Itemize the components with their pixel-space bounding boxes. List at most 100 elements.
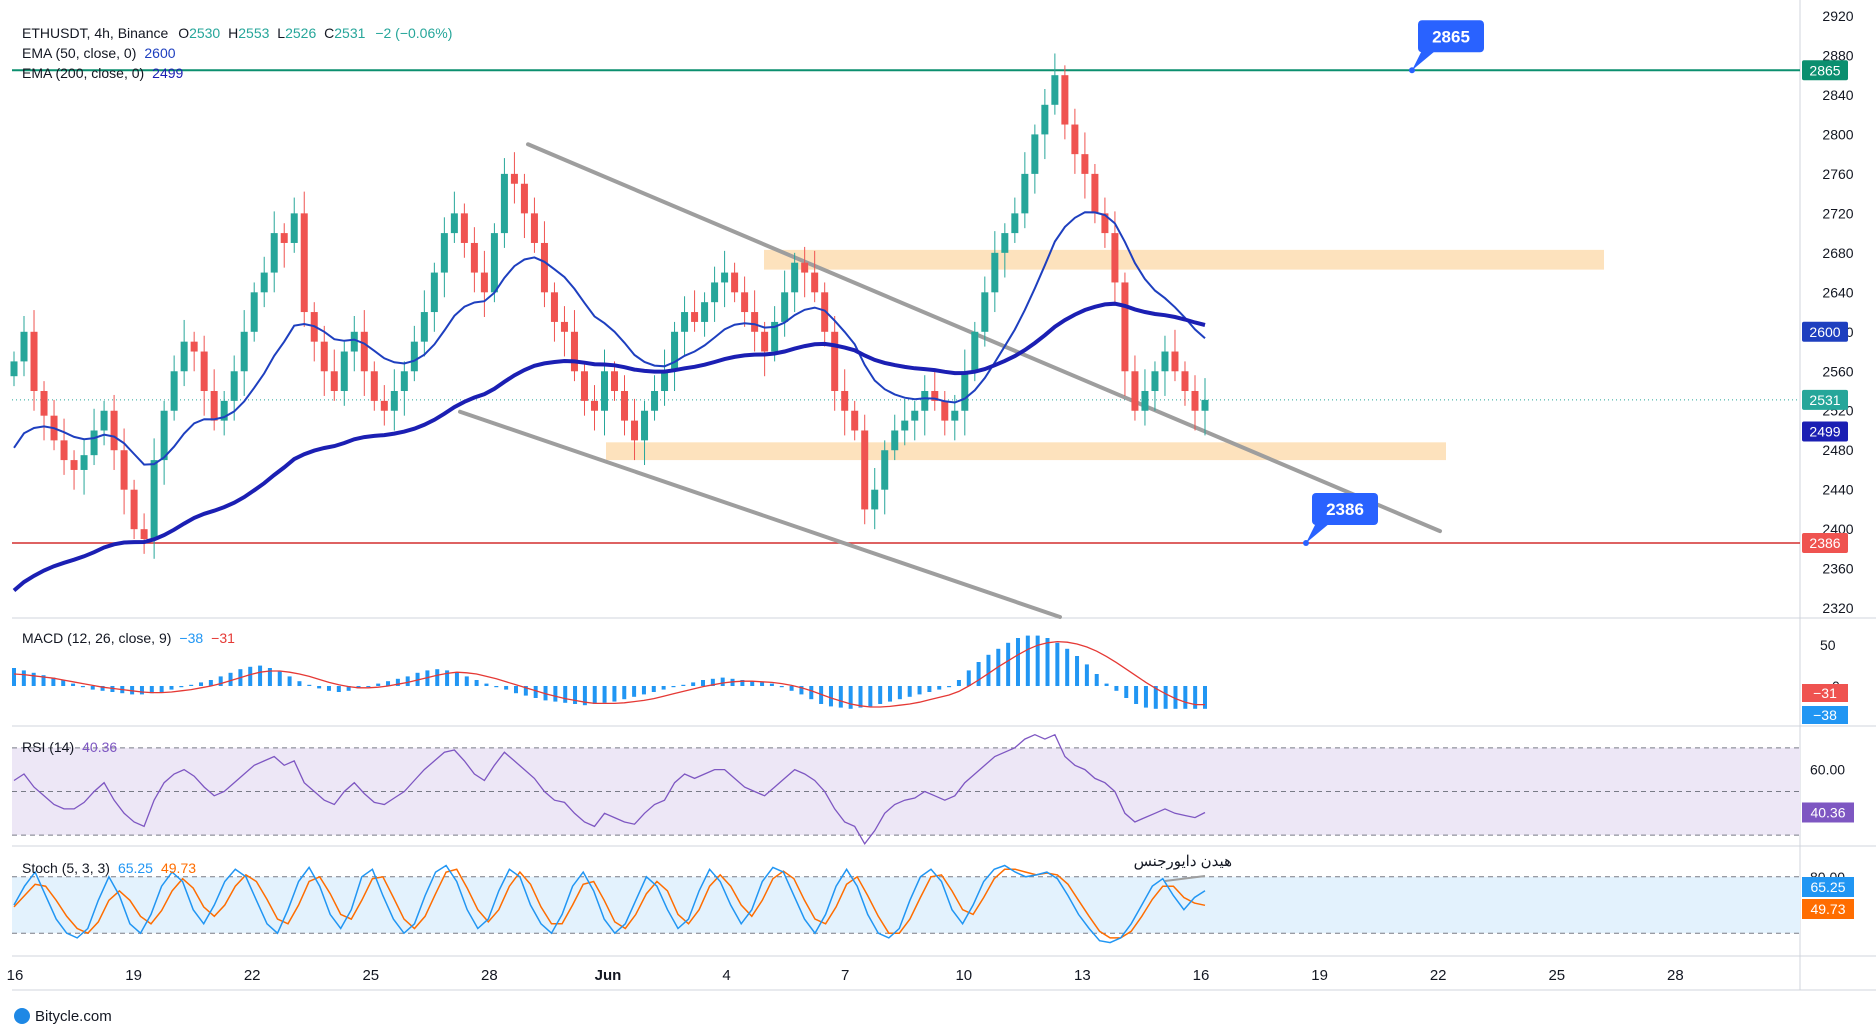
candle-body bbox=[1051, 75, 1059, 105]
macd-histogram-bar bbox=[1035, 635, 1040, 686]
macd-histogram-bar bbox=[376, 683, 381, 686]
macd-histogram-bar bbox=[31, 672, 36, 686]
macd-histogram-bar bbox=[1025, 635, 1030, 686]
time-tick-label: 7 bbox=[841, 967, 849, 984]
macd-histogram-bar bbox=[1055, 642, 1060, 686]
candle-body bbox=[500, 173, 508, 234]
candle-body bbox=[781, 292, 789, 322]
macd-histogram-bar bbox=[1173, 686, 1178, 709]
macd-histogram-bar bbox=[208, 680, 213, 686]
candle-body bbox=[701, 302, 709, 322]
macd-histogram-bar bbox=[12, 668, 16, 686]
macd-histogram-bar bbox=[445, 670, 450, 686]
candle-body bbox=[921, 391, 929, 411]
candle-body bbox=[721, 272, 729, 283]
candle-body bbox=[190, 341, 198, 352]
candle-body bbox=[420, 312, 428, 342]
macd-histogram-bar bbox=[139, 686, 144, 695]
macd-histogram-bar bbox=[1134, 686, 1139, 704]
macd-histogram-bar bbox=[888, 686, 893, 702]
macd-legend: MACD (12, 26, close, 9) −38 −31 bbox=[22, 630, 235, 646]
macd-histogram-bar bbox=[159, 686, 164, 692]
candle-body bbox=[661, 371, 669, 392]
macd-histogram-bar bbox=[828, 686, 833, 707]
candle-body bbox=[100, 410, 108, 431]
macd-histogram-bar bbox=[1006, 642, 1011, 686]
candle-body bbox=[570, 331, 578, 372]
price-tick-label: 2720 bbox=[1822, 205, 1853, 221]
callout-2386-label: 2386 bbox=[1326, 500, 1364, 519]
candle-body bbox=[961, 371, 969, 411]
candle-body bbox=[991, 252, 999, 293]
price-tick-label: 2760 bbox=[1822, 166, 1853, 182]
time-tick-label: 28 bbox=[481, 967, 498, 984]
macd-histogram-bar bbox=[986, 654, 991, 686]
macd-histogram-bar bbox=[641, 686, 646, 695]
macd-histogram-bar bbox=[937, 686, 942, 690]
macd-histogram-bar bbox=[346, 686, 351, 691]
macd-histogram-bar bbox=[199, 682, 204, 686]
candle-body bbox=[1171, 351, 1179, 372]
stoch-d-tag-bg bbox=[1802, 899, 1854, 919]
candle-body bbox=[330, 371, 338, 392]
candle-body bbox=[60, 440, 68, 461]
macd-histogram-bar bbox=[248, 666, 253, 686]
price-tag-last: 2531 bbox=[1809, 392, 1840, 408]
rsi-value-tag: 40.36 bbox=[1810, 804, 1845, 820]
candle-body bbox=[600, 371, 608, 411]
candle-body bbox=[180, 341, 188, 372]
candle-body bbox=[881, 450, 889, 490]
macd-histogram-bar bbox=[632, 686, 637, 697]
price-tag-resistance: 2865 bbox=[1809, 62, 1840, 78]
candle-body bbox=[1141, 391, 1149, 411]
candle-body bbox=[651, 391, 659, 411]
price-tick-label: 2360 bbox=[1822, 561, 1853, 577]
macd-histogram-bar bbox=[868, 686, 873, 707]
price-tag-resistance-bg bbox=[1802, 60, 1848, 81]
macd-histogram-bar bbox=[907, 686, 912, 697]
candle-body bbox=[821, 292, 829, 332]
macd-histogram-bar bbox=[326, 686, 331, 691]
macd-histogram-bar bbox=[474, 680, 479, 686]
candle-body bbox=[1151, 371, 1159, 392]
candle-body bbox=[1121, 282, 1129, 372]
price-tag-ema200: 2499 bbox=[1809, 423, 1840, 439]
candle-body bbox=[560, 321, 568, 332]
time-tick-label: 19 bbox=[1311, 967, 1328, 984]
candle-body bbox=[1091, 173, 1099, 214]
price-tag-ema50-bg bbox=[1802, 321, 1848, 342]
ema50-legend: EMA (50, close, 0) 2600 bbox=[22, 45, 176, 61]
macd-histogram-bar bbox=[21, 670, 26, 686]
candle-body bbox=[631, 420, 639, 441]
macd-histogram-bar bbox=[1163, 686, 1168, 709]
macd-histogram-bar bbox=[671, 686, 676, 688]
candle-body bbox=[550, 292, 558, 322]
candle-body bbox=[270, 233, 278, 273]
candle-body bbox=[410, 341, 418, 372]
candle-body bbox=[370, 371, 378, 401]
candle-body bbox=[1131, 371, 1139, 411]
macd-histogram-bar bbox=[277, 671, 282, 686]
macd-histogram-bar bbox=[336, 686, 341, 692]
candle-body bbox=[671, 331, 679, 372]
macd-histogram-bar bbox=[523, 686, 528, 696]
time-tick-label: 13 bbox=[1074, 967, 1091, 984]
price-tick-label: 2920 bbox=[1822, 8, 1853, 24]
candle-body bbox=[40, 391, 48, 416]
candle-body bbox=[711, 282, 719, 303]
candle-body bbox=[1201, 399, 1209, 411]
callout-2386-box bbox=[1312, 492, 1378, 525]
trend-lines bbox=[458, 142, 1442, 620]
rsi-tick-label: 60.00 bbox=[1810, 762, 1845, 778]
candle-body bbox=[941, 400, 949, 421]
time-tick-label: 19 bbox=[125, 967, 142, 984]
macd-histogram-bar bbox=[956, 680, 961, 686]
candle-body bbox=[130, 489, 138, 530]
candle-body bbox=[981, 292, 989, 332]
candle-body bbox=[841, 391, 849, 411]
macd-histogram-bar bbox=[553, 686, 558, 702]
macd-histogram-bar bbox=[1015, 638, 1020, 686]
macd-histogram-bar bbox=[435, 669, 440, 686]
